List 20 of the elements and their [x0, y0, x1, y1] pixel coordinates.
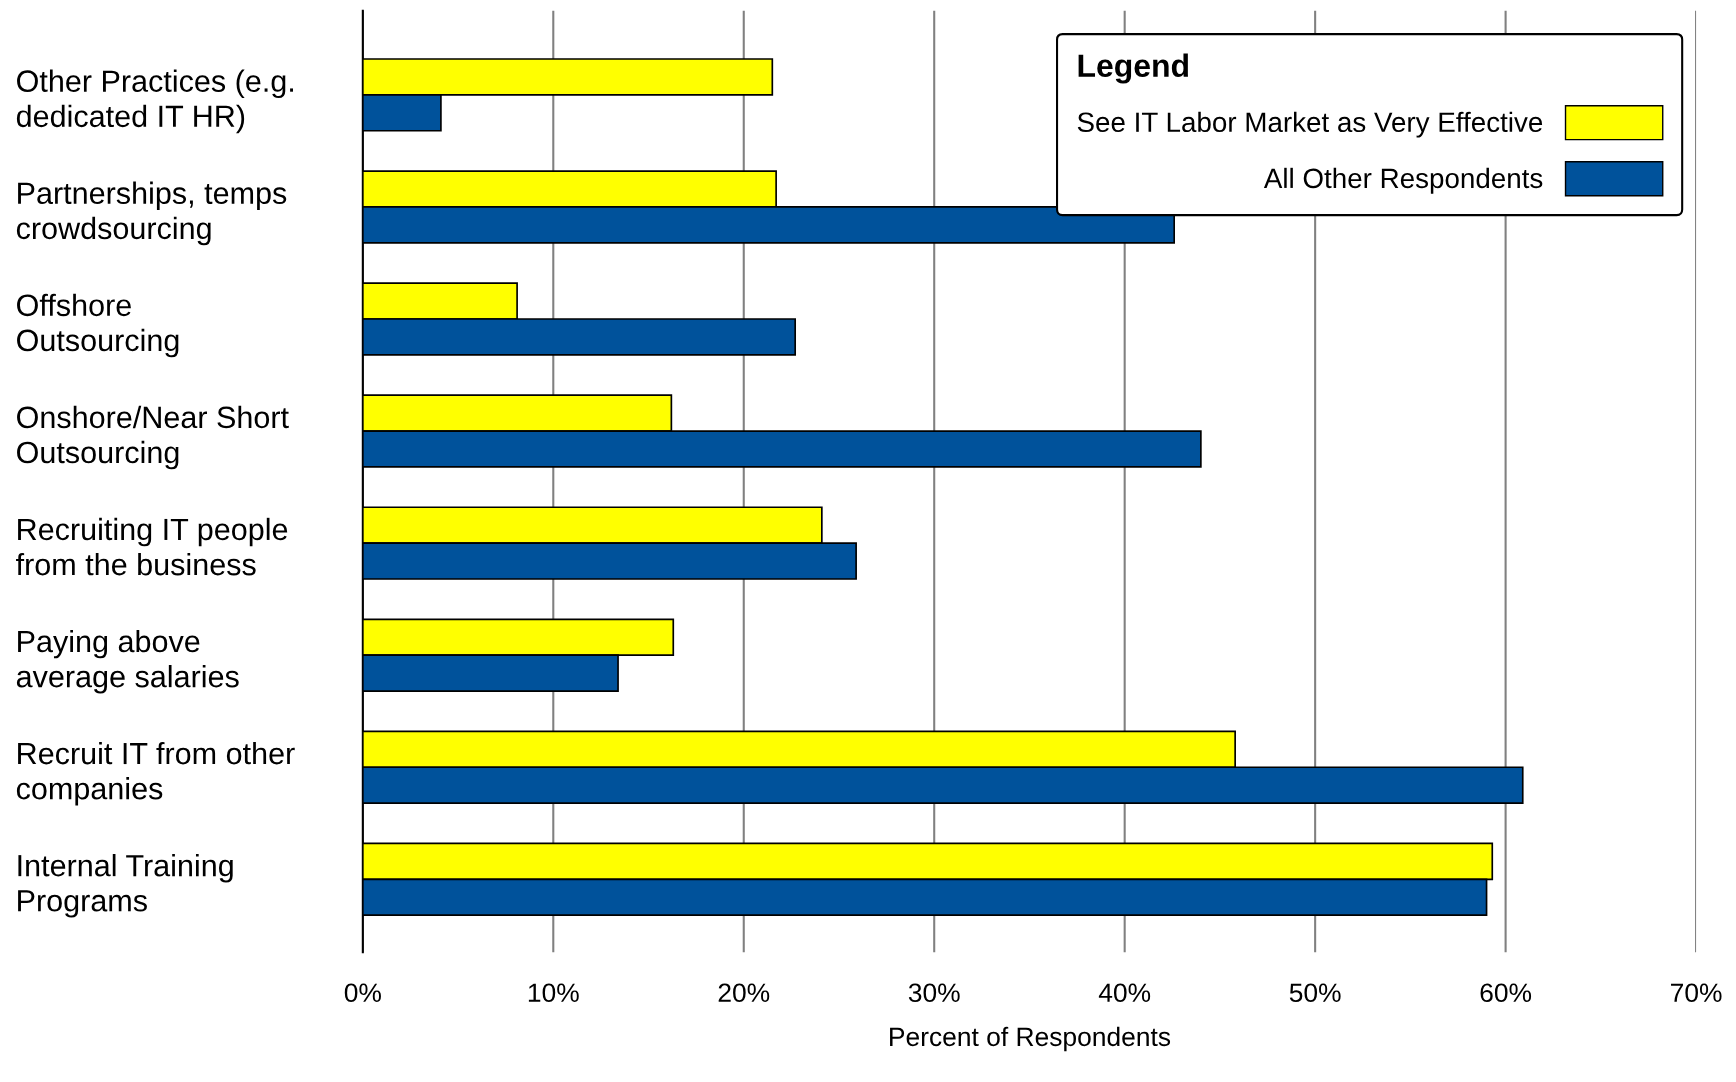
- x-tick-label: 0%: [344, 983, 381, 1003]
- y-tick-label: Other Practices (e.g. dedicated IT HR): [16, 69, 294, 134]
- x-axis-title: Percent of Respondents: [890, 1026, 1171, 1052]
- y-tick-label: Recruiting IT people from the business: [16, 517, 288, 576]
- x-tick-label: 60%: [1480, 983, 1532, 1003]
- x-tick-label: 20%: [718, 983, 770, 1003]
- y-tick-label: Paying above average salaries: [16, 629, 239, 694]
- y-tick-label: Partnerships, temps crowdsourcing: [16, 181, 287, 246]
- x-tick-label: 50%: [1289, 983, 1341, 1003]
- y-tick-label: Internal Training Programs: [18, 854, 233, 918]
- legend-label: All Other Respondents: [1263, 167, 1543, 194]
- x-tick-label: 40%: [1098, 983, 1151, 1003]
- legend-label: See IT Labor Market as Very Effective: [1077, 111, 1543, 138]
- y-tick-label: Recruit IT from other companies: [16, 741, 295, 806]
- x-tick-label: 30%: [908, 983, 960, 1003]
- x-tick-label: 10%: [528, 983, 579, 1003]
- x-tick-label: 70%: [1671, 983, 1722, 1003]
- y-tick-label: Offshore Outsourcing: [17, 293, 179, 358]
- y-tick-label: Onshore/Near Short Outsourcing: [17, 405, 289, 470]
- legend-title: Legend: [1078, 53, 1188, 84]
